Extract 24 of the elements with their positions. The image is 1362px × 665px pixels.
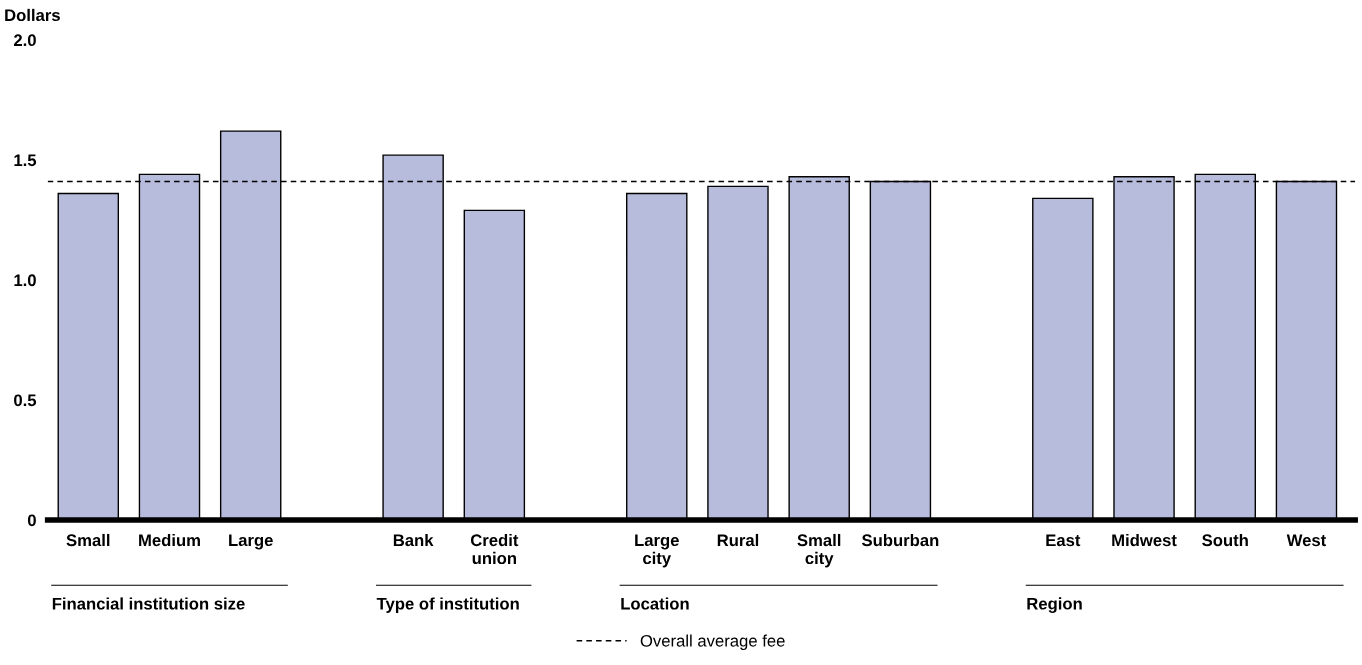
y-tick-label: 1.5 xyxy=(14,154,37,167)
x-tick-label: Credit union xyxy=(470,533,519,565)
y-tick-label: 2.0 xyxy=(13,34,36,47)
y-tick-label: 0.5 xyxy=(14,394,37,407)
y-tick-label: 1.0 xyxy=(14,274,36,287)
text: Financial institution size xyxy=(52,597,245,610)
y-tick-label: 0 xyxy=(27,514,36,527)
x-tick-label: Bank xyxy=(393,533,434,547)
x-tick-label: Rural xyxy=(717,533,759,547)
text: Type of institution xyxy=(376,597,519,613)
text: Location xyxy=(621,597,689,610)
x-tick-label: Large xyxy=(229,534,273,550)
x-tick-label: Small city xyxy=(797,533,841,568)
x-tick-label: Suburban xyxy=(861,533,939,547)
text: Region xyxy=(1027,597,1082,613)
y-axis-title: Dollars xyxy=(5,8,60,22)
x-tick-label: Small xyxy=(66,533,110,547)
x-tick-label: East xyxy=(1046,534,1081,547)
x-tick-label: West xyxy=(1286,534,1327,547)
legend-label: Overall average fee xyxy=(640,634,785,650)
x-tick-label: South xyxy=(1202,533,1248,547)
x-tick-label: Medium xyxy=(139,533,200,547)
x-tick-label: Midwest xyxy=(1112,533,1177,547)
x-tick-label: Large city xyxy=(635,534,679,568)
